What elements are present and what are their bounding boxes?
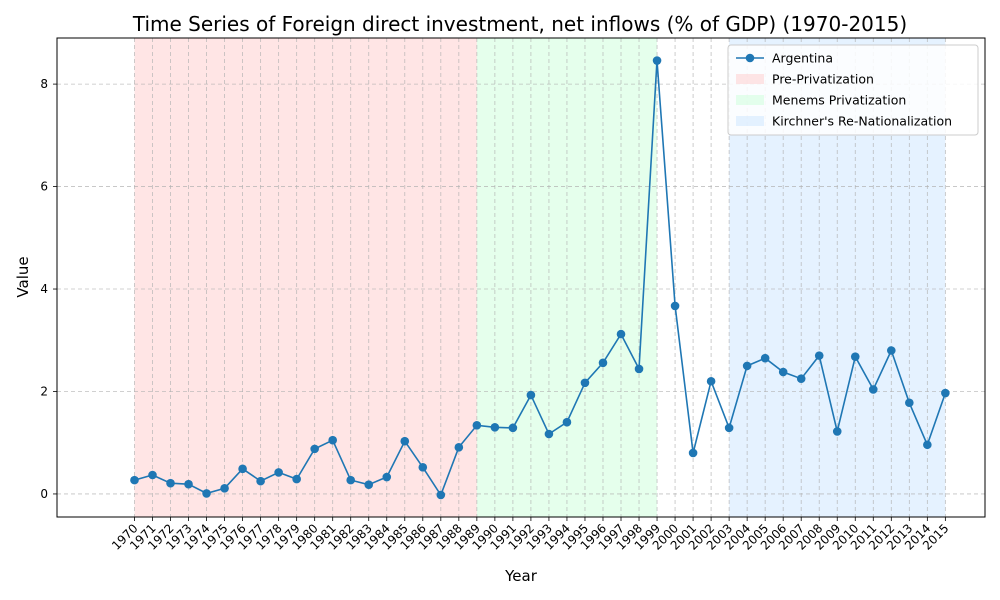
- data-point: [724, 423, 734, 433]
- data-point: [760, 353, 770, 363]
- data-point: [364, 480, 374, 490]
- plot-frame: [56, 37, 986, 518]
- data-point: [598, 358, 608, 368]
- data-point: [400, 436, 410, 446]
- data-point: [274, 468, 283, 477]
- data-point: [742, 361, 752, 371]
- data-point: [346, 475, 356, 485]
- data-point: [544, 429, 554, 439]
- shaded-period-0: [134, 38, 477, 517]
- data-point: [652, 56, 662, 65]
- data-point: [436, 490, 446, 500]
- legend-label: Kirchner's Re-Nationalization: [772, 114, 952, 129]
- data-point: [184, 479, 193, 489]
- data-point: [418, 463, 428, 472]
- y-tick-label: 6: [40, 180, 48, 194]
- data-point: [941, 388, 950, 398]
- legend-label: Argentina: [772, 51, 833, 66]
- data-point: [202, 489, 211, 498]
- legend-patch: [736, 74, 764, 84]
- legend-patch: [736, 116, 764, 126]
- data-point: [256, 476, 265, 486]
- y-axis: 0 2 4 6 8: [40, 77, 57, 501]
- chart-title: Time Series of Foreign direct investment…: [132, 12, 907, 36]
- data-point: [634, 364, 644, 374]
- data-point: [850, 352, 860, 361]
- data-point: [310, 444, 319, 454]
- data-point: [490, 423, 500, 432]
- series-line-0: [134, 60, 947, 497]
- y-tick-label: 8: [40, 77, 48, 91]
- y-tick-label: 0: [40, 487, 48, 501]
- data-point: [814, 351, 824, 360]
- data-point: [796, 374, 806, 383]
- y-tick-label: 4: [40, 282, 48, 296]
- data-point: [220, 484, 229, 493]
- data-point: [292, 474, 301, 484]
- data-point: [328, 435, 337, 445]
- legend-patch: [736, 95, 764, 105]
- data-point: [508, 423, 518, 433]
- legend-marker: [745, 53, 755, 63]
- series-layer: [130, 56, 950, 500]
- data-point: [688, 448, 698, 458]
- data-point: [832, 427, 842, 436]
- legend-label: Pre-Privatization: [772, 72, 874, 87]
- data-point: [562, 417, 572, 427]
- data-point: [868, 385, 878, 394]
- x-axis-label: Year: [504, 567, 538, 585]
- data-point: [670, 301, 680, 311]
- grid: [57, 38, 985, 517]
- data-point: [886, 346, 896, 355]
- data-point: [130, 475, 139, 485]
- data-point: [454, 443, 464, 452]
- data-point: [616, 329, 626, 339]
- y-axis-label: Value: [14, 256, 32, 297]
- legend-box: [727, 44, 979, 136]
- data-point: [148, 470, 157, 480]
- data-point: [166, 478, 175, 488]
- legend: Argentina Pre-Privatization Menems Privati…: [727, 44, 979, 136]
- data-point: [580, 378, 590, 388]
- data-point: [905, 398, 914, 408]
- data-point: [923, 440, 932, 450]
- y-tick-label: 2: [40, 384, 48, 398]
- data-point: [526, 390, 536, 400]
- x-axis: 1970197119721973197419751976197719781979…: [109, 517, 951, 553]
- data-point: [382, 472, 392, 482]
- data-point: [472, 420, 482, 430]
- data-point: [706, 376, 716, 386]
- data-point: [238, 464, 247, 474]
- data-point: [778, 367, 788, 377]
- legend-label: Menems Privatization: [772, 93, 906, 108]
